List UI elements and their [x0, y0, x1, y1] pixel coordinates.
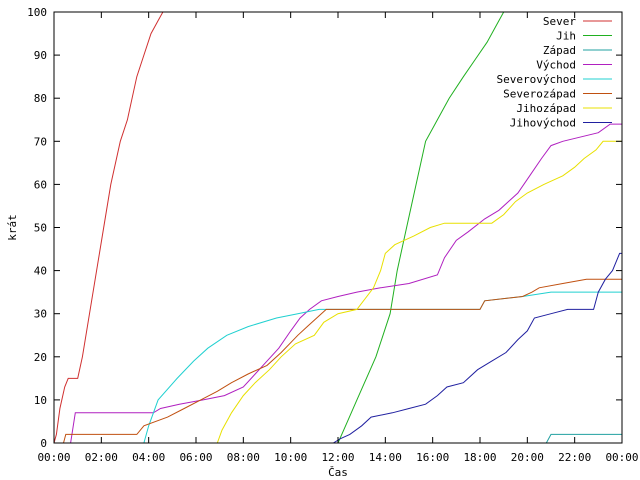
x-tick-label: 10:00 [274, 451, 307, 464]
series-line-3 [54, 433, 622, 443]
series-layer [54, 12, 622, 443]
y-tick-label: 80 [34, 92, 47, 105]
y-tick-label: 90 [34, 49, 47, 62]
y-tick-label: 30 [34, 308, 47, 321]
x-tick-label: 22:00 [558, 451, 591, 464]
y-tick-label: 50 [34, 222, 47, 235]
y-tick-label: 20 [34, 351, 47, 364]
x-tick-label: 20:00 [511, 451, 544, 464]
x-tick-label: 14:00 [369, 451, 402, 464]
x-tick-label: 02:00 [85, 451, 118, 464]
y-tick-label: 0 [40, 437, 47, 450]
x-tick-label: 04:00 [132, 451, 165, 464]
x-tick-label: 00:00 [605, 451, 638, 464]
series-line-2 [54, 12, 505, 443]
y-axis-label: krát [6, 214, 19, 241]
series-line-7 [54, 140, 622, 443]
x-tick-label: 12:00 [321, 451, 354, 464]
legend-label-7: Jihozápad [516, 102, 576, 115]
y-tick-label: 60 [34, 178, 47, 191]
series-line-6 [54, 278, 622, 443]
x-tick-label: 06:00 [179, 451, 212, 464]
ticks-layer: 0 10 20 30 40 50 60 70 80 90 100 00:00 02:00 04:00 06:… [27, 6, 638, 464]
legend-label-8: Jihovýchod [510, 117, 576, 130]
series-line-4 [54, 123, 622, 443]
x-tick-label: 00:00 [37, 451, 70, 464]
legend-label-4: Východ [536, 59, 576, 72]
legend-label-1: Sever [543, 15, 576, 28]
series-line-1 [54, 12, 164, 443]
y-tick-label: 40 [34, 265, 47, 278]
x-tick-label: 18:00 [463, 451, 496, 464]
legend-label-2: Jih [556, 30, 576, 43]
x-axis-label: Čas [328, 466, 348, 479]
series-line-8 [54, 252, 622, 443]
x-tick-label: 08:00 [227, 451, 260, 464]
y-tick-label: 10 [34, 394, 47, 407]
x-tick-label: 16:00 [416, 451, 449, 464]
y-tick-label: 70 [34, 135, 47, 148]
y-tick-label: 100 [27, 6, 47, 19]
legend-label-6: Severozápad [503, 88, 576, 101]
legend-label-3: Západ [543, 44, 576, 57]
legend-label-5: Severovýchod [497, 73, 576, 86]
